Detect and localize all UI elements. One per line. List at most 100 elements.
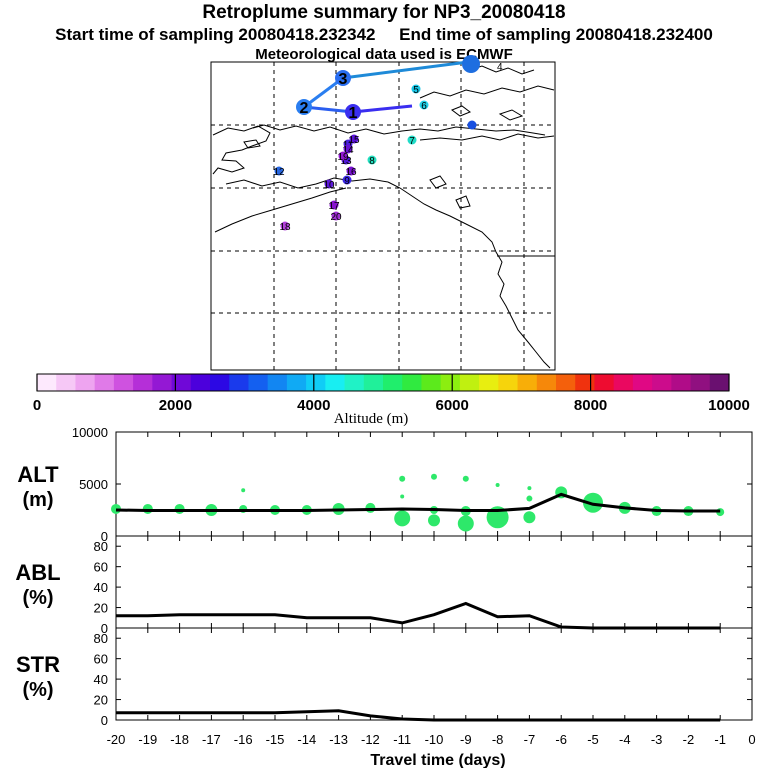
colorbar-swatch: [440, 374, 461, 391]
altitude-cluster-point: [523, 511, 536, 524]
y-tick-label: 80: [94, 539, 108, 554]
altitude-cluster-point: [428, 514, 440, 527]
colorbar-swatch: [248, 374, 269, 391]
altitude-colorbar: 0 2000 4000 6000 8000 10000: [33, 373, 750, 414]
colorbar-swatch: [671, 374, 691, 391]
colorbar-swatch: [152, 374, 172, 391]
trajectory-marker-3: [335, 70, 351, 86]
marker-label: 20: [330, 212, 342, 223]
x-tick-label: -20: [107, 732, 126, 747]
str-ylabel-unit: (%): [22, 679, 53, 701]
x-tick-label: -18: [170, 732, 189, 747]
marker-label: 12: [273, 167, 285, 178]
colorbar-swatch: [171, 374, 192, 391]
abl-series-line: [116, 601, 721, 630]
trajectory-marker-6: [419, 100, 429, 110]
trajectory-marker-17: [329, 200, 339, 210]
str-frame: [115, 627, 753, 721]
trajectory-map: 12345678910111213141516171819204: [210, 55, 556, 371]
map-graticule: [211, 62, 555, 370]
colorbar-swatch: [267, 374, 288, 391]
x-axis-label: Travel time (days): [370, 752, 505, 768]
colorbar-swatch: [479, 374, 499, 391]
trajectory-marker-7: [407, 135, 417, 145]
str-ylabel: STR: [16, 652, 60, 677]
x-tick-label: -6: [555, 732, 567, 747]
altitude-cluster-point: [462, 475, 469, 482]
altitude-cluster-point: [583, 492, 603, 513]
x-tick-label: -15: [266, 732, 285, 747]
sampling-times: Start time of sampling 20080418.232342 E…: [0, 25, 768, 45]
altitude-cluster-point: [457, 515, 474, 532]
marker-label: 9: [344, 176, 350, 187]
coastline: [212, 65, 555, 369]
marker-label: 19: [337, 152, 349, 163]
y-tick-label: 5000: [79, 477, 108, 492]
altitude-cluster-point: [365, 502, 376, 513]
colorbar-swatch: [421, 374, 442, 391]
colorbar-swatch: [75, 374, 96, 391]
colorbar-swatch: [498, 374, 518, 391]
trajectory-marker-9: [342, 175, 352, 185]
marker-label: 8: [369, 156, 375, 167]
colorbar-swatch: [37, 374, 57, 391]
x-tick-label: -8: [492, 732, 504, 747]
abl-ylabel-unit: (%): [22, 587, 53, 609]
colorbar-swatch: [594, 374, 615, 391]
end-time: End time of sampling 20080418.232400: [399, 25, 713, 44]
x-tick-label: -1: [714, 732, 726, 747]
colorbar-swatch: [306, 374, 326, 391]
y-tick-label: 60: [94, 560, 108, 575]
trajectory-segment: [303, 76, 344, 109]
y-tick-label: 0: [101, 713, 108, 728]
abl-ylabel: ABL: [15, 560, 60, 585]
colorbar-swatch: [575, 374, 595, 391]
altitude-cluster-point: [527, 486, 532, 491]
trajectory-marker-15: [349, 134, 359, 144]
altitude-panel: ALT(m) 10000 5000 0: [17, 425, 753, 544]
trajectory-marker-20: [331, 211, 341, 221]
y-tick-label: 60: [94, 652, 108, 667]
trajectory-marker-edge: [462, 55, 480, 73]
alt-ylabel-unit: (m): [22, 489, 53, 511]
marker-label: 5: [413, 85, 419, 96]
trajectory-markers: 12345678910111213141516171819204: [273, 55, 503, 233]
colorbar-swatch: [690, 374, 711, 391]
x-tick-label: -10: [425, 732, 444, 747]
colorbar-swatch: [459, 374, 480, 391]
colorbar-swatch: [325, 374, 345, 391]
chart-title: Retroplume summary for NP3_20080418: [202, 2, 566, 23]
marker-label: 6: [421, 101, 427, 112]
altitude-cluster-point: [495, 483, 500, 488]
y-tick-label: 80: [94, 631, 108, 646]
y-tick-label: 0: [101, 529, 108, 544]
x-tick-label: -19: [138, 732, 157, 747]
colorbar-swatch: [94, 374, 115, 391]
marker-label: 15: [348, 135, 360, 146]
map-frame: [210, 61, 556, 371]
colorbar-label: Altitude (m): [334, 411, 409, 427]
altitude-cluster-point: [400, 494, 405, 499]
colorbar-tick-label: 6000: [436, 397, 469, 414]
colorbar-swatch: [113, 374, 134, 391]
marker-label: 13: [340, 156, 352, 167]
colorbar-swatch: [652, 374, 672, 391]
altitude-cluster-point: [526, 495, 533, 502]
marker-label: 17: [328, 201, 340, 212]
marker-label: 16: [345, 167, 357, 178]
trajectory-marker-12: [274, 166, 284, 176]
marker-label: 18: [279, 222, 291, 233]
altitude-cluster-point: [394, 510, 411, 527]
colorbar-swatch: [383, 374, 403, 391]
str-series-line: [116, 709, 721, 722]
trajectory-marker-19: [338, 151, 348, 161]
x-tick-label: 0: [748, 732, 755, 747]
x-tick-label: -14: [297, 732, 316, 747]
alt-ylabel: ALT: [17, 462, 59, 487]
altitude-cluster-point: [399, 475, 406, 482]
x-tick-label: -11: [393, 732, 411, 747]
start-time: Start time of sampling 20080418.232342: [55, 25, 376, 44]
met-data-note: Meteorological data used is ECMWF: [255, 46, 513, 63]
trajectory-marker-16: [346, 166, 356, 176]
